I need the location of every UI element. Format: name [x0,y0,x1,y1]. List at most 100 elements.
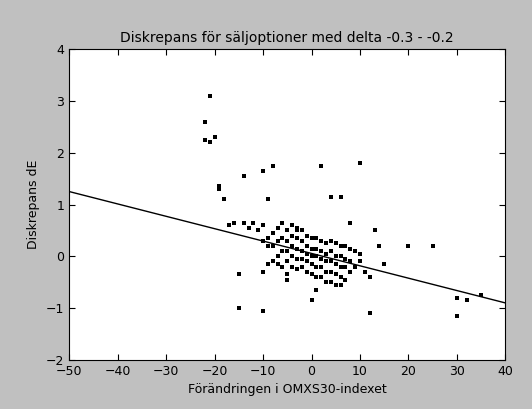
Point [297,227,306,234]
Point [312,235,321,241]
Point [380,261,388,267]
Point [278,248,287,254]
Point [317,256,326,262]
Point [317,238,326,244]
Point [356,160,364,166]
Point [302,250,311,257]
Point [302,269,311,275]
Point [327,279,335,285]
Point [297,256,306,262]
Point [327,238,335,244]
Point [210,134,219,140]
Point [453,312,461,319]
Point [264,261,272,267]
Point [365,274,374,280]
Point [341,243,350,249]
Point [307,253,316,260]
Point [341,263,350,270]
Point [356,258,364,265]
Point [259,238,267,244]
Point [283,227,292,234]
Point [336,263,345,270]
Point [370,227,379,234]
Point [293,245,301,252]
Point [201,137,209,143]
Point [205,139,214,146]
Point [331,271,340,278]
Point [273,253,282,260]
Point [365,310,374,317]
Point [351,248,360,254]
Point [201,118,209,125]
Point [215,183,223,190]
Point [278,235,287,241]
Point [351,263,360,270]
Point [312,245,321,252]
Point [312,263,321,270]
Point [327,258,335,265]
Point [346,258,354,265]
Point [297,238,306,244]
Point [336,274,345,280]
Point [327,193,335,200]
Point [249,219,257,226]
Point [375,243,384,249]
Point [346,219,354,226]
Point [317,248,326,254]
Point [302,232,311,239]
Point [307,235,316,241]
Point [322,240,330,247]
Point [322,269,330,275]
Point [336,281,345,288]
Title: Diskrepans för säljoptioner med delta -0.3 - -0.2: Diskrepans för säljoptioner med delta -0… [120,31,454,45]
Point [288,232,296,239]
Point [297,248,306,254]
Point [428,243,437,249]
Point [327,269,335,275]
Point [283,238,292,244]
Point [288,243,296,249]
Point [269,230,277,236]
Point [288,253,296,260]
Point [293,235,301,241]
Point [341,276,350,283]
Point [215,186,223,192]
Point [331,281,340,288]
Point [283,276,292,283]
Point [273,238,282,244]
Point [264,243,272,249]
Point [322,250,330,257]
Point [336,243,345,249]
Point [302,243,311,249]
Point [283,248,292,254]
Point [239,173,248,179]
Point [297,263,306,270]
Point [269,243,277,249]
Point [317,274,326,280]
Point [264,196,272,202]
Point [336,253,345,260]
Point [327,248,335,254]
Point [269,258,277,265]
Point [273,225,282,231]
Point [331,253,340,260]
Point [205,92,214,99]
Point [453,294,461,301]
Point [317,263,326,270]
Point [346,269,354,275]
Point [269,162,277,169]
Point [259,168,267,174]
Point [278,219,287,226]
Point [264,235,272,241]
Point [235,271,243,278]
Point [317,162,326,169]
Point [244,225,253,231]
Point [283,271,292,278]
Point [293,227,301,234]
Point [225,222,234,229]
Point [259,269,267,275]
Point [283,258,292,265]
Point [331,261,340,267]
Point [356,250,364,257]
Point [312,253,321,260]
